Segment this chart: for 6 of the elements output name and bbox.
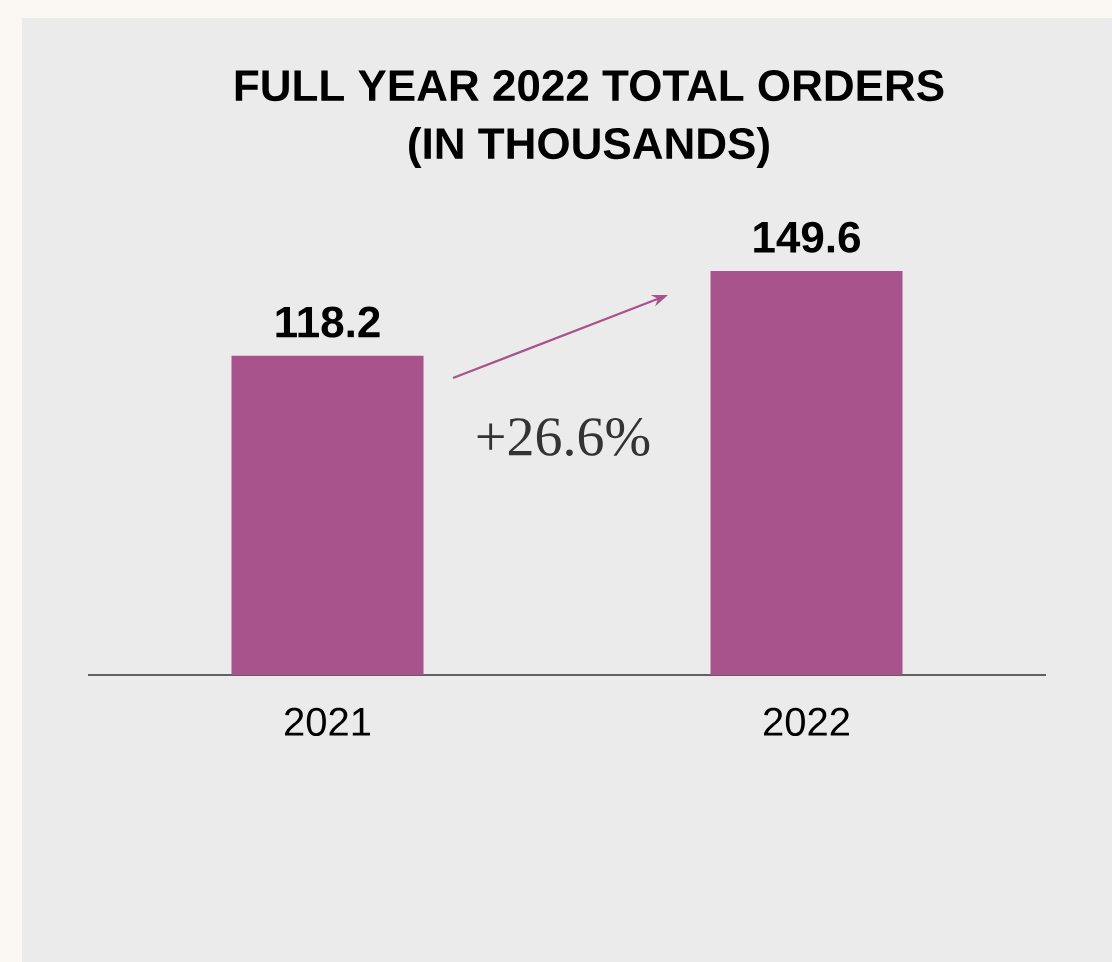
annotation: +26.6% xyxy=(477,417,650,457)
data-label: 118.2 xyxy=(276,306,380,338)
data-label: 149.6 xyxy=(754,221,860,253)
chart-title: FULL YEAR 2022 TOTAL ORDERS (IN THOUSANDS) xyxy=(235,70,944,168)
x-tick-label: 2022 xyxy=(764,707,849,737)
x-tick-label: 2021 xyxy=(285,707,371,737)
